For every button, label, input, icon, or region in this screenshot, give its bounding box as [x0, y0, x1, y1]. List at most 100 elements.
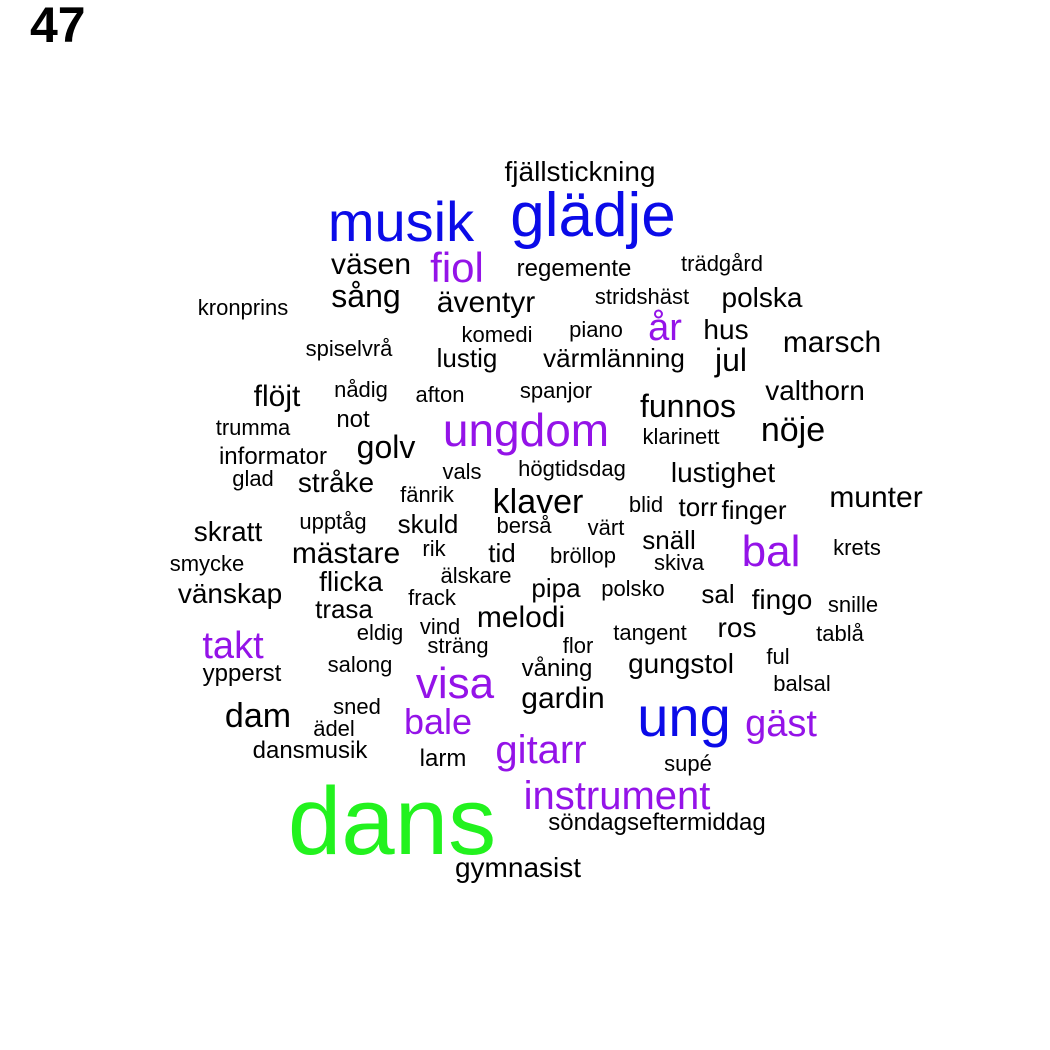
cloud-word: trumma — [215, 415, 291, 440]
cloud-word: sned — [333, 694, 381, 719]
cloud-word: not — [336, 406, 370, 433]
cloud-word: mästare — [291, 537, 401, 570]
cloud-word: högtidsdag — [518, 456, 626, 481]
cloud-word: gungstol — [628, 648, 734, 679]
cloud-word: glädje — [510, 181, 676, 250]
cloud-word: torr — [678, 492, 718, 522]
cloud-word: stridshäst — [594, 284, 690, 309]
cloud-word: skratt — [193, 516, 263, 547]
cloud-word: frack — [408, 585, 456, 610]
cloud-word: ypperst — [202, 660, 282, 687]
cloud-word: vänskap — [177, 578, 283, 609]
cloud-word: smycke — [169, 551, 245, 576]
cloud-word: stråke — [297, 467, 375, 498]
cloud-word: tablå — [816, 621, 864, 646]
cloud-word: krets — [833, 535, 881, 560]
cloud-word: marsch — [782, 326, 882, 359]
figure-number: 47 — [30, 0, 86, 53]
cloud-word: afton — [415, 382, 465, 407]
cloud-word: visa — [415, 659, 495, 708]
cloud-word: flor — [562, 633, 594, 658]
cloud-word: polska — [721, 282, 803, 313]
cloud-word: sträng — [427, 633, 489, 658]
cloud-word: eldig — [356, 620, 404, 645]
cloud-word: bröllop — [549, 543, 617, 568]
cloud-word: finger — [721, 495, 787, 525]
cloud-word: munter — [829, 481, 923, 514]
cloud-word: ros — [717, 612, 757, 643]
cloud-word: flicka — [319, 566, 383, 597]
cloud-word: fingo — [751, 584, 813, 615]
cloud-word: takt — [202, 625, 264, 667]
cloud-word: sång — [331, 278, 401, 314]
cloud-word: larm — [419, 745, 467, 772]
cloud-word: fjällstickning — [504, 156, 656, 187]
cloud-word: glad — [232, 466, 274, 491]
cloud-word: vind — [419, 614, 461, 639]
cloud-word: upptåg — [299, 509, 367, 534]
cloud-word: nådig — [334, 377, 388, 402]
cloud-word: väsen — [330, 248, 412, 281]
cloud-word: nöje — [760, 411, 826, 449]
cloud-word: polsko — [601, 576, 665, 601]
cloud-word: lustighet — [670, 457, 776, 488]
cloud-word: bal — [741, 527, 801, 576]
cloud-word: klarinett — [642, 424, 720, 449]
cloud-word: regemente — [516, 255, 632, 282]
cloud-word: rik — [422, 536, 446, 561]
cloud-word: lustig — [436, 343, 498, 373]
cloud-word: söndagseftermiddag — [548, 809, 766, 836]
cloud-word: vals — [442, 459, 482, 484]
cloud-word: informator — [218, 443, 328, 470]
cloud-word: ful — [766, 644, 790, 669]
cloud-word: våning — [521, 655, 593, 682]
cloud-word: fiol — [430, 244, 484, 291]
cloud-word: år — [648, 307, 682, 349]
cloud-word: musik — [327, 190, 475, 253]
cloud-word: tangent — [613, 620, 687, 645]
cloud-word: funnos — [639, 388, 737, 424]
cloud-word: dam — [224, 697, 292, 735]
cloud-word: salong — [327, 652, 393, 677]
cloud-word: instrument — [523, 774, 711, 818]
cloud-word: kronprins — [197, 295, 289, 320]
cloud-word: gardin — [521, 682, 605, 715]
cloud-word: melodi — [476, 601, 566, 634]
cloud-word: jul — [714, 342, 748, 378]
cloud-word: golv — [356, 429, 416, 465]
cloud-word: pipa — [531, 573, 581, 603]
cloud-word: värt — [587, 515, 625, 540]
cloud-word: ädel — [313, 716, 355, 741]
cloud-word: dansmusik — [252, 737, 368, 764]
cloud-word: supé — [664, 751, 712, 776]
cloud-word: spanjor — [519, 378, 593, 403]
cloud-word: gitarr — [495, 728, 587, 772]
cloud-word: berså — [496, 513, 552, 538]
cloud-word: piano — [569, 317, 623, 342]
cloud-word: ungdom — [442, 404, 610, 456]
cloud-word: snäll — [642, 525, 696, 555]
cloud-word: gäst — [745, 703, 817, 745]
cloud-word: bale — [403, 701, 473, 742]
cloud-word: gymnasist — [454, 852, 582, 883]
cloud-word: värmlänning — [543, 343, 685, 373]
cloud-word: dans — [287, 768, 497, 875]
cloud-word: klaver — [492, 483, 584, 521]
cloud-word: ung — [637, 685, 731, 748]
cloud-word: valthorn — [765, 375, 865, 406]
cloud-word: sal — [701, 579, 735, 609]
cloud-word: älskare — [440, 563, 512, 588]
cloud-word: trädgård — [681, 251, 763, 276]
cloud-word: komedi — [461, 322, 533, 347]
cloud-word: äventyr — [436, 286, 536, 319]
cloud-word: balsal — [773, 671, 831, 696]
cloud-word: flöjt — [253, 380, 301, 413]
cloud-word: fänrik — [400, 482, 454, 507]
cloud-word: hus — [703, 314, 749, 345]
cloud-word: snille — [827, 592, 879, 617]
cloud-word: spiselvrå — [305, 336, 393, 361]
cloud-word: blid — [628, 492, 664, 517]
cloud-word: tid — [488, 538, 516, 568]
cloud-word: trasa — [315, 594, 373, 624]
